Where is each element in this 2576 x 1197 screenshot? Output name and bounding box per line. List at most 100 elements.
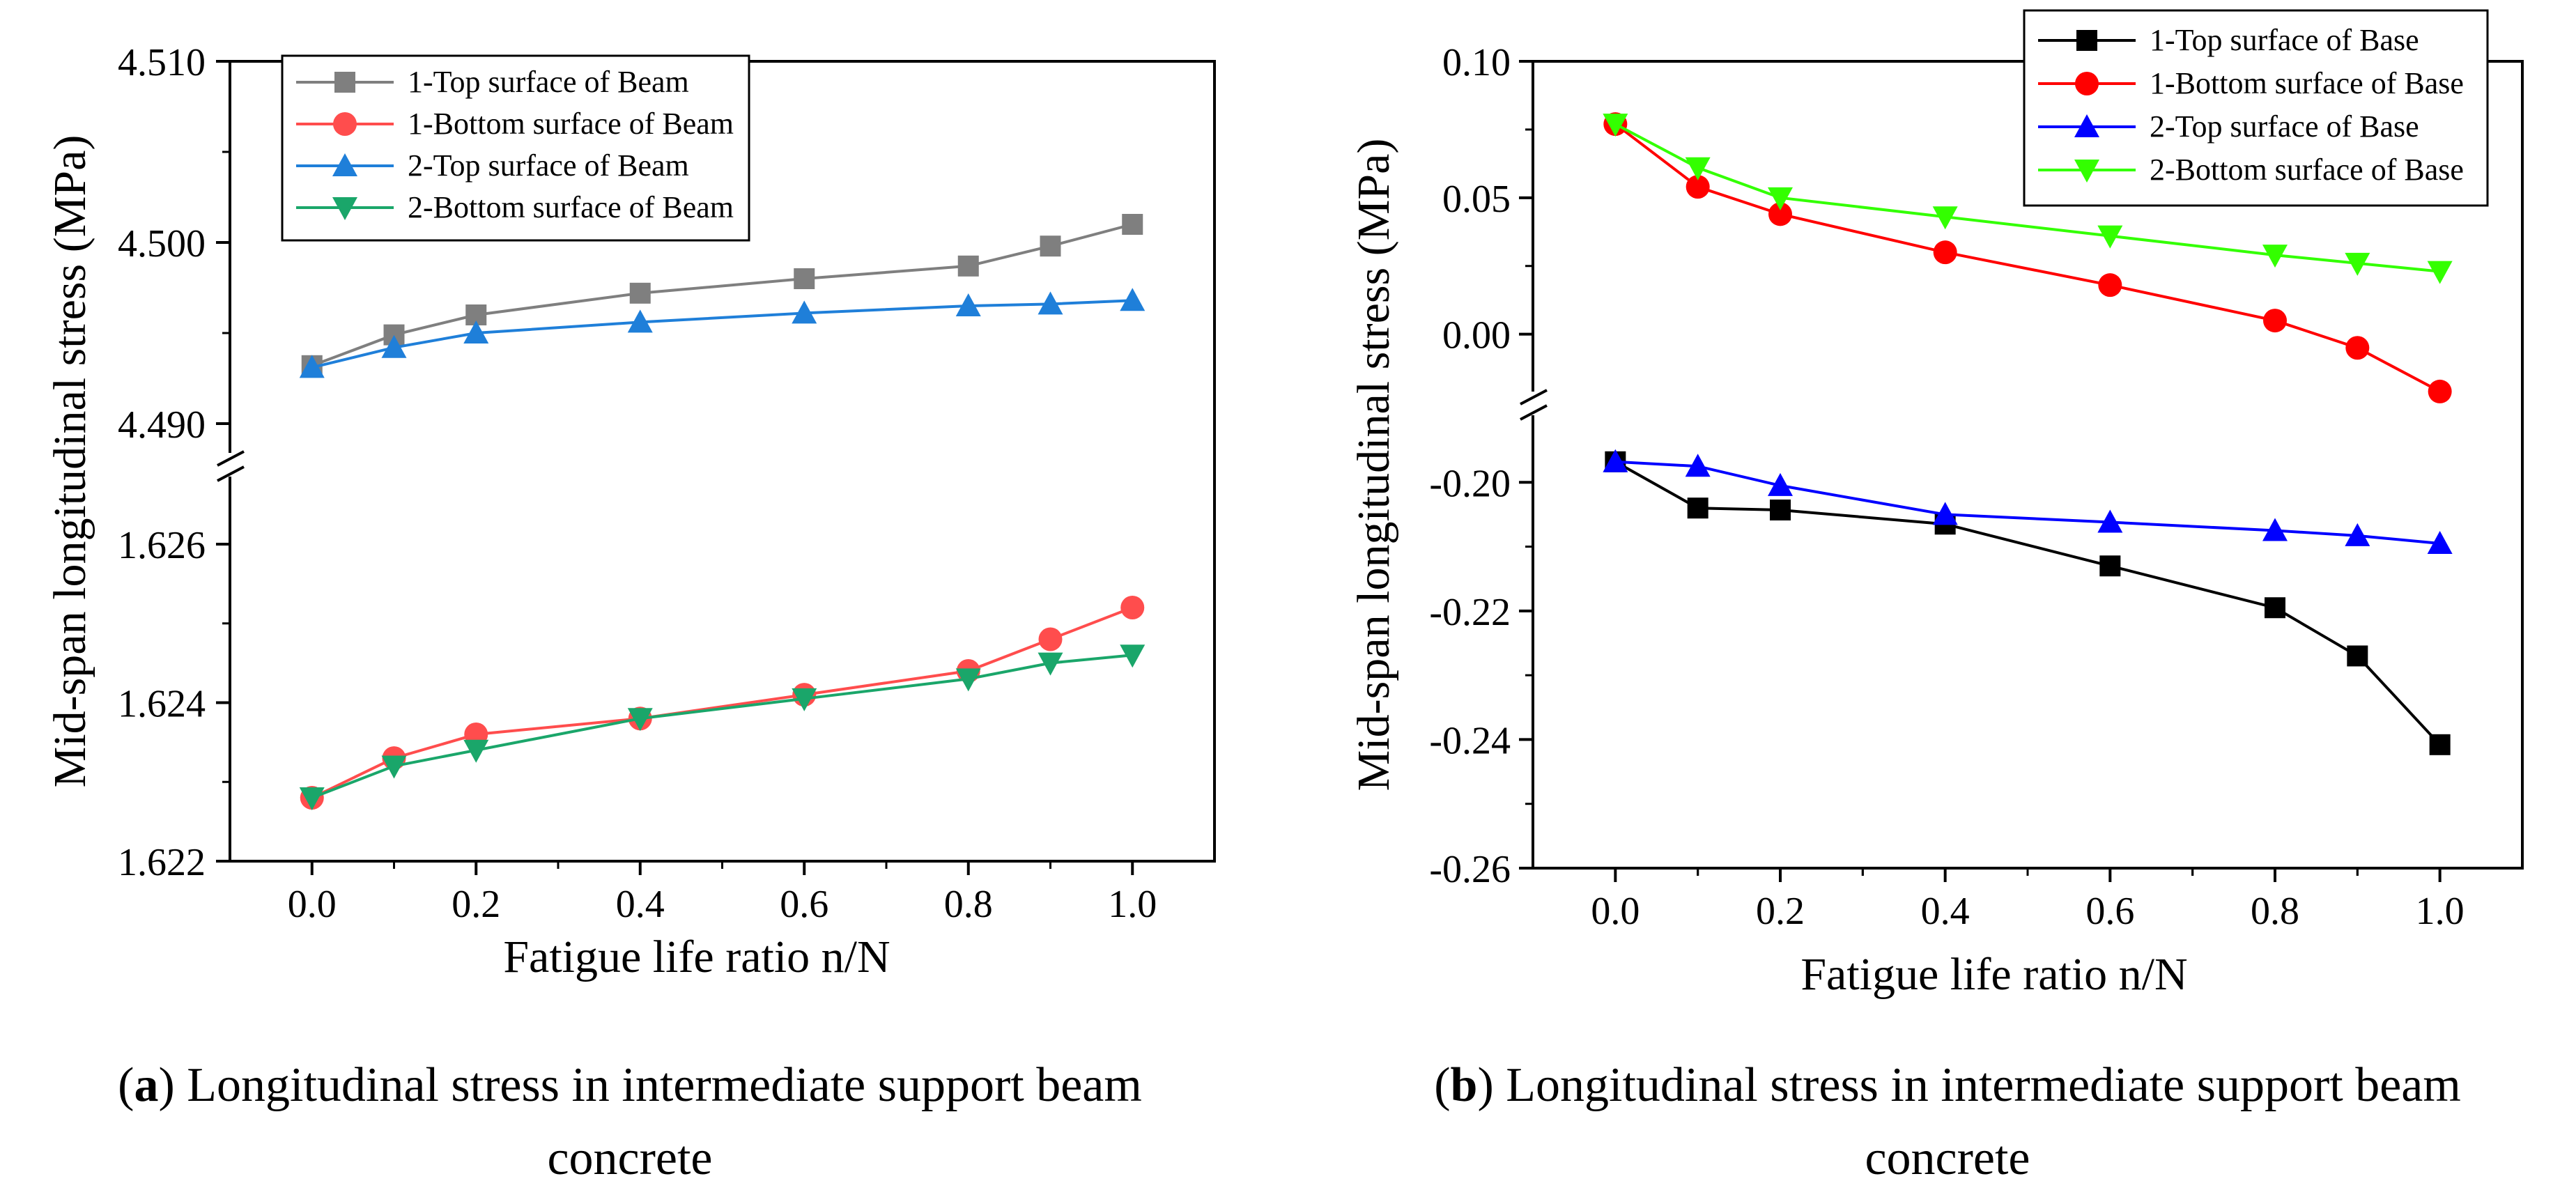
a-series-4-point xyxy=(1038,652,1063,676)
a-series-3-point xyxy=(1038,291,1063,315)
a-legend-entry-2: 1-Bottom surface of Beam xyxy=(296,107,734,141)
a-series-1-point xyxy=(957,255,979,277)
a-lower-y-tick-label: 1.626 xyxy=(118,524,206,567)
a-x-tick-label: 0.8 xyxy=(944,883,993,926)
b-series-2-point xyxy=(1686,175,1710,199)
a-legend-label: 2-Top surface of Beam xyxy=(408,148,689,183)
b-series-4-point xyxy=(2097,225,2123,249)
b-lower-y-tick-label: -0.24 xyxy=(1429,719,1511,762)
panel-b-x-axis-label: Fatigue life ratio n/N xyxy=(1800,949,2187,1000)
b-x-tick-label: 0.8 xyxy=(2251,890,2299,933)
b-upper-y-tick-label: 0.05 xyxy=(1442,178,1511,221)
a-lower-y-tick-label: 1.624 xyxy=(118,683,206,726)
a-series-4-point xyxy=(792,688,817,711)
a-x-tick-label: 0.6 xyxy=(780,883,828,926)
b-legend-swatch-marker xyxy=(2074,160,2099,183)
b-legend-label: 2-Top surface of Base xyxy=(2150,109,2419,144)
a-series-3-point xyxy=(792,300,817,324)
a-series-1-point xyxy=(794,268,815,289)
b-series-1-point xyxy=(2347,645,2368,667)
b-legend-label: 1-Bottom surface of Base xyxy=(2150,66,2464,100)
b-series-4-point xyxy=(1685,157,1711,180)
panel-a-caption-label: a xyxy=(134,1058,158,1112)
a-series-2-point xyxy=(1038,627,1063,651)
panel-b-y-axis-label: Mid-span longitudinal stress (MPa) xyxy=(1348,139,1399,791)
b-series-4-point xyxy=(2262,245,2288,268)
panel-b-caption-text: Longitudinal stress in intermediate supp… xyxy=(1506,1058,2461,1112)
a-series-3-point xyxy=(463,321,489,343)
panel-a-y-axis-label: Mid-span longitudinal stress (MPa) xyxy=(45,135,95,788)
b-series-2-point xyxy=(2345,336,2370,360)
svg-text:(a) Longitudinal stress in int: (a) Longitudinal stress in intermediate … xyxy=(118,1058,1142,1112)
a-series-2 xyxy=(300,596,1145,810)
a-series-3-point xyxy=(627,309,653,333)
b-x-tick-label: 0.6 xyxy=(2085,890,2134,933)
b-series-1-point xyxy=(2429,734,2451,755)
a-series-1 xyxy=(301,214,1143,376)
b-series-3-point xyxy=(2345,523,2370,546)
a-legend-label: 1-Bottom surface of Beam xyxy=(408,107,734,141)
panel-a-upper-y-ticks: 4.490 4.500 4.510 xyxy=(118,41,230,447)
a-series-1-point xyxy=(1040,235,1061,257)
b-lower-y-tick-label: -0.22 xyxy=(1429,591,1511,634)
panel-a-legend: 1-Top surface of Beam 1-Bottom surface of… xyxy=(281,54,750,242)
b-series-3-point xyxy=(1768,472,1793,496)
panel-a-x-axis-label: Fatigue life ratio n/N xyxy=(503,932,890,982)
b-series-3 xyxy=(1603,449,2453,554)
a-x-tick-label: 0.2 xyxy=(452,883,500,926)
a-series-4-point xyxy=(1120,644,1146,668)
a-series-4-point xyxy=(463,739,489,763)
b-series-2-point xyxy=(1933,240,1957,265)
b-series-1-point xyxy=(1770,499,1791,520)
a-series-1-point xyxy=(1122,214,1143,235)
panel-a-caption: (a) Longitudinal stress in intermediate … xyxy=(118,1058,1142,1185)
b-lower-y-tick-label: -0.20 xyxy=(1429,462,1511,505)
panel-a-series xyxy=(299,214,1146,810)
a-legend-label: 2-Bottom surface of Beam xyxy=(408,190,734,224)
a-legend-label: 1-Top surface of Beam xyxy=(408,65,689,99)
a-legend-entry-4: 2-Bottom surface of Beam xyxy=(296,190,734,224)
a-series-4-point xyxy=(381,755,407,779)
a-legend-swatch-marker xyxy=(334,72,355,93)
panel-b-legend: 1-Top surface of Base 1-Bottom surface of… xyxy=(2023,9,2489,207)
b-lower-y-tick-label: -0.26 xyxy=(1429,848,1511,891)
a-series-1-point xyxy=(629,282,651,304)
panel-b-upper-y-ticks: 0.00 0.05 0.10 xyxy=(1442,41,1533,357)
a-series-4-point xyxy=(627,708,653,732)
b-legend-label: 1-Top surface of Base xyxy=(2150,23,2419,57)
b-legend-entry-4: 2-Bottom surface of Base xyxy=(2038,153,2464,187)
b-series-3-point xyxy=(1932,502,1958,525)
b-x-tick-label: 0.2 xyxy=(1756,890,1805,933)
b-series-4-point xyxy=(1603,114,1628,137)
a-lower-y-tick-label: 1.622 xyxy=(118,841,206,884)
panel-b-caption: (b) Longitudinal stress in intermediate … xyxy=(1434,1058,2461,1185)
panel-b-series xyxy=(1603,112,2453,755)
a-series-3-point xyxy=(1120,288,1146,311)
b-series-1 xyxy=(1605,451,2451,755)
b-x-tick-label: 1.0 xyxy=(2416,890,2465,933)
b-legend-label: 2-Bottom surface of Base xyxy=(2150,153,2464,187)
panel-b-lower-y-ticks: -0.20 -0.22 -0.24 -0.26 xyxy=(1429,462,1533,891)
a-series-4-line xyxy=(311,654,1133,799)
b-series-2 xyxy=(1603,112,2452,403)
a-series-3 xyxy=(299,288,1146,378)
b-legend-swatch-marker xyxy=(2076,30,2097,51)
b-series-3-point xyxy=(2262,518,2288,541)
b-legend-swatch-marker xyxy=(2074,114,2099,137)
panel-b-x-ticks: 0.0 0.2 0.4 0.6 0.8 1.0 xyxy=(1591,868,2465,933)
a-legend-entry-3: 2-Top surface of Beam xyxy=(296,148,689,183)
b-x-tick-label: 0.0 xyxy=(1591,890,1640,933)
b-series-2-line xyxy=(1614,123,2441,393)
a-x-tick-label: 0.0 xyxy=(288,883,337,926)
b-series-2-point xyxy=(2263,309,2287,333)
a-series-4-point xyxy=(955,668,981,692)
a-series-3-point xyxy=(955,293,981,316)
a-upper-y-tick-label: 4.510 xyxy=(118,41,206,84)
a-series-3-point xyxy=(299,355,325,378)
b-x-tick-label: 0.4 xyxy=(1921,890,1970,933)
b-series-1-point xyxy=(2099,555,2121,577)
a-legend-swatch-marker xyxy=(333,112,357,136)
panel-a-lower-y-ticks: 1.622 1.624 1.626 xyxy=(118,524,230,884)
